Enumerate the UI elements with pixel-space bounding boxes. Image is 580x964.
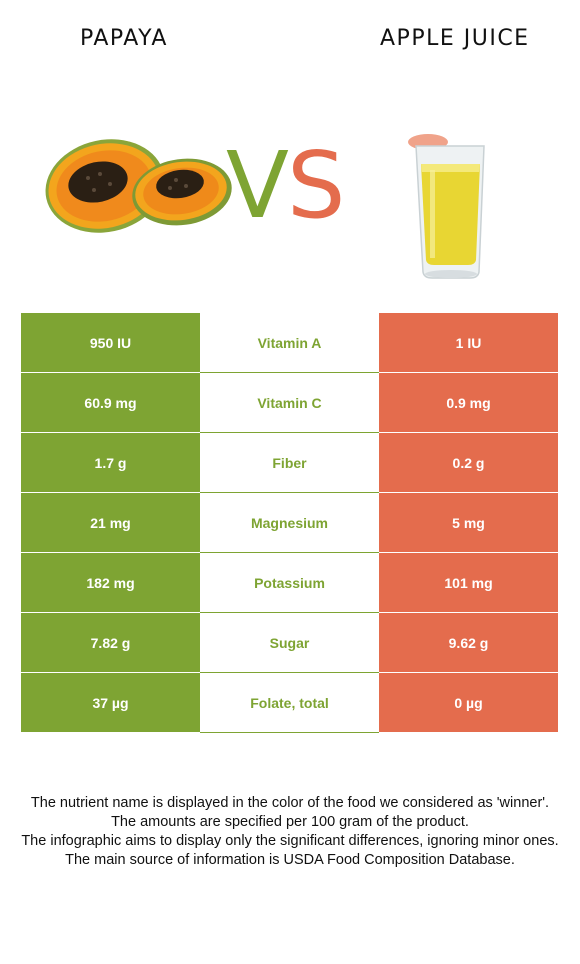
- nutrient-name: Vitamin C: [200, 372, 379, 433]
- table-row: 1.7 g Fiber 0.2 g: [21, 432, 558, 493]
- left-value: 60.9 mg: [21, 372, 200, 433]
- left-value: 1.7 g: [21, 432, 200, 493]
- right-value: 5 mg: [379, 492, 558, 553]
- right-value: 0.2 g: [379, 432, 558, 493]
- left-value: 37 µg: [21, 672, 200, 733]
- left-value: 950 IU: [21, 313, 200, 373]
- right-value: 9.62 g: [379, 612, 558, 673]
- table-row: 21 mg Magnesium 5 mg: [21, 492, 558, 553]
- nutrient-name: Potassium: [200, 552, 379, 613]
- nutrient-name: Sugar: [200, 612, 379, 673]
- left-value: 7.82 g: [21, 612, 200, 673]
- nutrient-name: Vitamin A: [200, 313, 379, 373]
- vs-v-letter: V: [226, 132, 289, 239]
- footnote: The amounts are specified per 100 gram o…: [111, 814, 469, 830]
- left-value: 182 mg: [21, 552, 200, 613]
- right-value: 0.9 mg: [379, 372, 558, 433]
- vs-s-letter: S: [286, 132, 345, 239]
- comparison-table: 950 IU Vitamin A 1 IU 60.9 mg Vitamin C …: [21, 313, 558, 733]
- table-row: 182 mg Potassium 101 mg: [21, 552, 558, 613]
- table-row: 37 µg Folate, total 0 µg: [21, 672, 558, 733]
- right-value: 101 mg: [379, 552, 558, 613]
- nutrient-name: Fiber: [200, 432, 379, 493]
- right-value: 0 µg: [379, 672, 558, 733]
- versus-label: VS: [226, 136, 345, 236]
- nutrient-name: Magnesium: [200, 492, 379, 553]
- right-value: 1 IU: [379, 313, 558, 373]
- nutrient-name: Folate, total: [200, 672, 379, 733]
- apple-juice-image: [408, 134, 485, 279]
- footnotes: The nutrient name is displayed in the co…: [20, 794, 560, 870]
- right-food-title: APPLE JUICE: [380, 26, 530, 51]
- left-food-title: PAPAYA: [80, 26, 168, 51]
- table-row: 60.9 mg Vitamin C 0.9 mg: [21, 372, 558, 433]
- left-value: 21 mg: [21, 492, 200, 553]
- table-row: 950 IU Vitamin A 1 IU: [21, 313, 558, 373]
- footnote: The infographic aims to display only the…: [21, 833, 559, 849]
- hero-illustration: [45, 134, 485, 279]
- footnote: The nutrient name is displayed in the co…: [30, 795, 550, 811]
- table-row: 7.82 g Sugar 9.62 g: [21, 612, 558, 673]
- footnote: The main source of information is USDA F…: [65, 852, 515, 868]
- papaya-image: [45, 139, 232, 233]
